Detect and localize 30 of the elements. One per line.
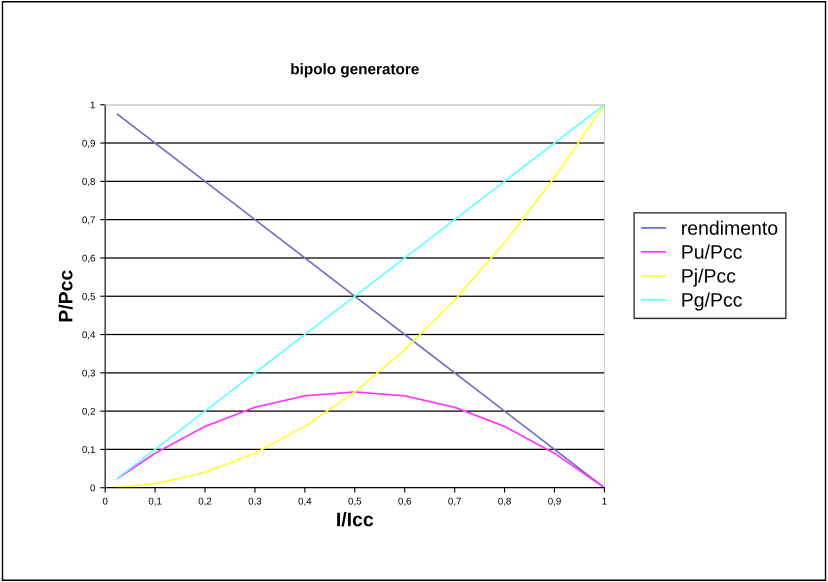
x-tick-label: 0,3 — [248, 498, 262, 506]
chart-title: bipolo generatore — [291, 63, 419, 78]
y-tick-label: 0,2 — [82, 408, 95, 416]
y-tick-label: 0,7 — [82, 216, 95, 224]
y-tick-label: 0,8 — [82, 178, 96, 186]
y-tick-label: 0 — [90, 484, 96, 492]
x-axis-title: I/Icc — [337, 512, 374, 527]
x-tick-label: 1 — [602, 498, 607, 504]
legend-label: rendimento — [682, 220, 778, 235]
x-tick-label: 0,4 — [298, 498, 312, 506]
x-tick-label: 0,6 — [398, 498, 412, 506]
legend-label: Pj/Pcc — [682, 268, 736, 287]
y-tick-label: 1 — [90, 102, 95, 108]
y-axis-title: P/Pcc — [58, 270, 73, 322]
x-tick-label: 0,5 — [348, 498, 362, 506]
x-tick-label: 0,9 — [548, 498, 561, 506]
x-tick-label: 0,8 — [498, 498, 511, 506]
y-tick-label: 0,9 — [82, 140, 95, 148]
x-tick-label: 0 — [102, 498, 108, 505]
x-tick-label: 0,2 — [198, 498, 212, 506]
x-tick-label: 0,7 — [448, 498, 461, 506]
line-series — [116, 391, 604, 488]
y-tick-label: 0,5 — [82, 292, 96, 302]
x-tick-label: 0,1 — [148, 498, 162, 506]
y-tick-label: 0,1 — [82, 446, 95, 454]
legend-label: Pg/Pcc — [682, 292, 742, 311]
y-tick-label: 0,3 — [82, 370, 96, 378]
y-tick-label: 0,4 — [82, 331, 96, 340]
y-tick-label: 0,6 — [82, 254, 96, 263]
legend-label: Pu/Pcc — [682, 244, 742, 259]
